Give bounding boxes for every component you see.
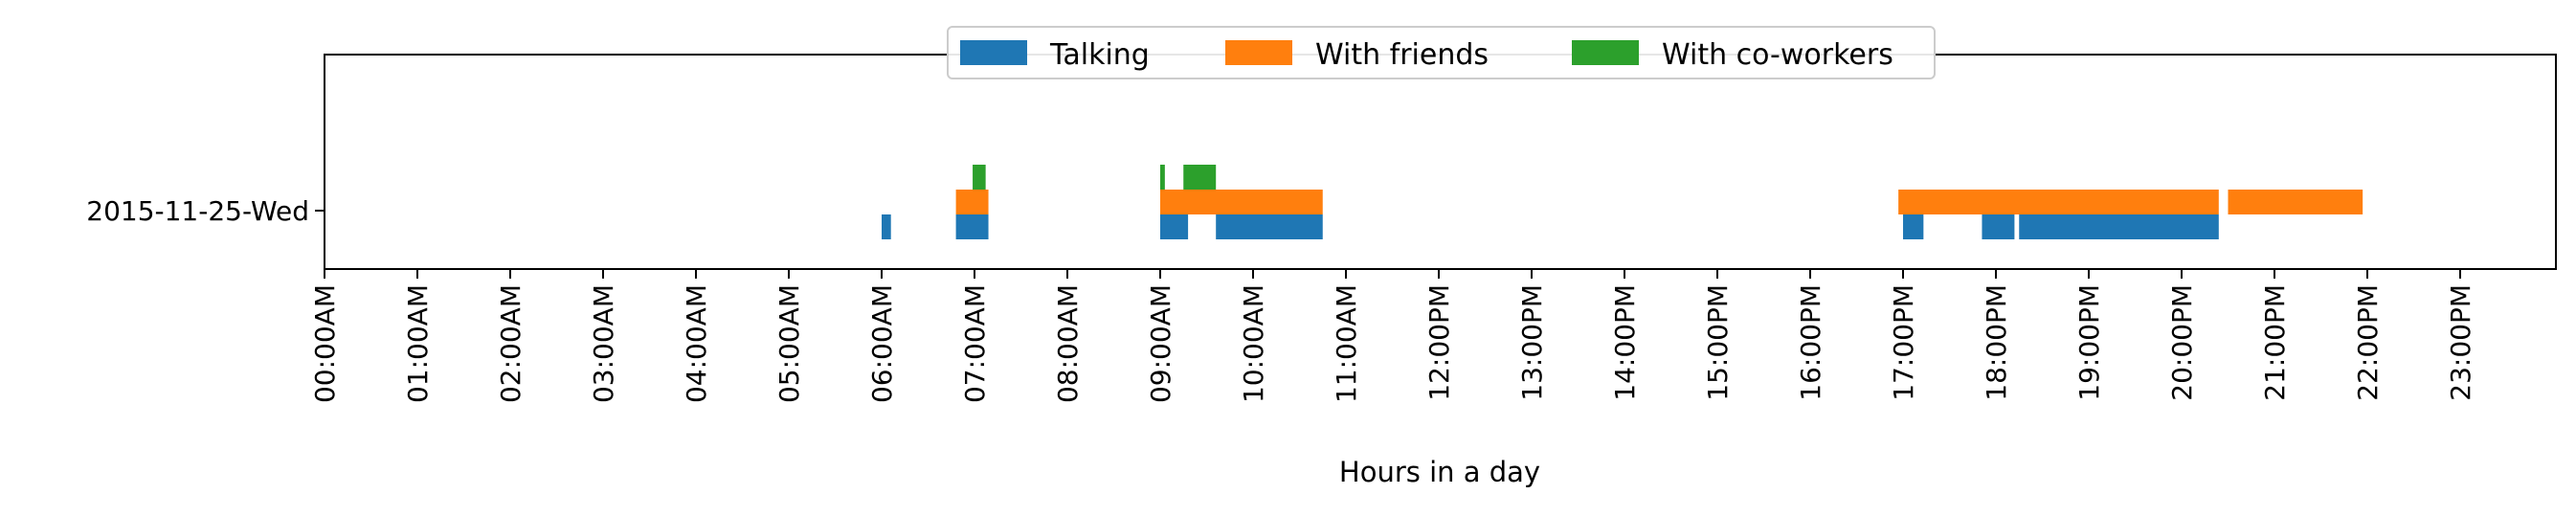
legend-label-with-co-workers: With co-workers (1662, 38, 1893, 72)
x-tick-label-18: 18:00PM (1981, 284, 2012, 401)
x-tick-label-17: 17:00PM (1888, 284, 1919, 401)
legend-box (947, 26, 1936, 79)
x-tick-label-5: 05:00AM (773, 284, 805, 403)
legend-label-with-friends: With friends (1315, 38, 1489, 72)
bar-talking-5 (1982, 214, 2015, 239)
x-tick-label-21: 21:00PM (2259, 284, 2291, 401)
y-tick-label-0: 2015-11-25-Wed (86, 195, 309, 227)
x-tick-label-16: 16:00PM (1795, 284, 1826, 401)
x-tick-label-2: 02:00AM (495, 284, 526, 403)
bar-with-co-workers-2 (1183, 165, 1217, 190)
bars-layer (882, 165, 2363, 239)
bar-with-co-workers-0 (973, 165, 986, 190)
x-tick-label-6: 06:00AM (866, 284, 898, 403)
x-tick-label-3: 03:00AM (588, 284, 619, 403)
x-axis-title: Hours in a day (1339, 456, 1540, 488)
x-tick-label-12: 12:00PM (1423, 284, 1455, 401)
x-tick-label-10: 10:00AM (1238, 284, 1269, 403)
x-axis: 00:00AM 01:00AM 02:00AM 03:00AM 04:00AM 05:00… (309, 269, 2476, 403)
bar-with-friends-2 (1898, 190, 2219, 214)
x-tick-label-19: 19:00PM (2073, 284, 2105, 401)
x-tick-label-14: 14:00PM (1609, 284, 1641, 401)
x-tick-label-15: 15:00PM (1702, 284, 1734, 401)
x-tick-label-4: 04:00AM (681, 284, 712, 403)
x-tick-label-13: 13:00PM (1516, 284, 1548, 401)
bar-talking-2 (1160, 214, 1189, 239)
bar-with-friends-1 (1160, 190, 1323, 214)
plot-frame (324, 54, 2557, 270)
bar-with-friends-0 (955, 190, 989, 214)
x-tick-label-7: 07:00AM (959, 284, 991, 403)
legend-label-talking: Talking (1049, 38, 1150, 72)
x-tick-label-0: 00:00AM (309, 284, 341, 403)
bar-talking-4 (1903, 214, 1924, 239)
x-tick-label-8: 08:00AM (1052, 284, 1084, 403)
legend-swatch-with-friends (1225, 40, 1292, 65)
bar-talking-0 (882, 214, 891, 239)
y-axis: 2015-11-25-Wed (86, 195, 325, 227)
legend-swatch-talking (960, 40, 1027, 65)
x-tick-label-9: 09:00AM (1145, 284, 1176, 403)
x-tick-label-11: 11:00AM (1331, 284, 1362, 403)
legend: Talking With friends With co-workers (947, 26, 1936, 79)
legend-swatch-with-co-workers (1572, 40, 1639, 65)
bar-talking-1 (955, 214, 989, 239)
bar-with-co-workers-1 (1160, 165, 1165, 190)
x-tick-label-1: 01:00AM (402, 284, 434, 403)
x-tick-label-22: 22:00PM (2352, 284, 2384, 401)
bar-talking-6 (2019, 214, 2219, 239)
bar-talking-3 (1216, 214, 1323, 239)
x-tick-label-20: 20:00PM (2166, 284, 2198, 401)
bar-with-friends-3 (2228, 190, 2363, 214)
x-tick-label-23: 23:00PM (2445, 284, 2476, 401)
